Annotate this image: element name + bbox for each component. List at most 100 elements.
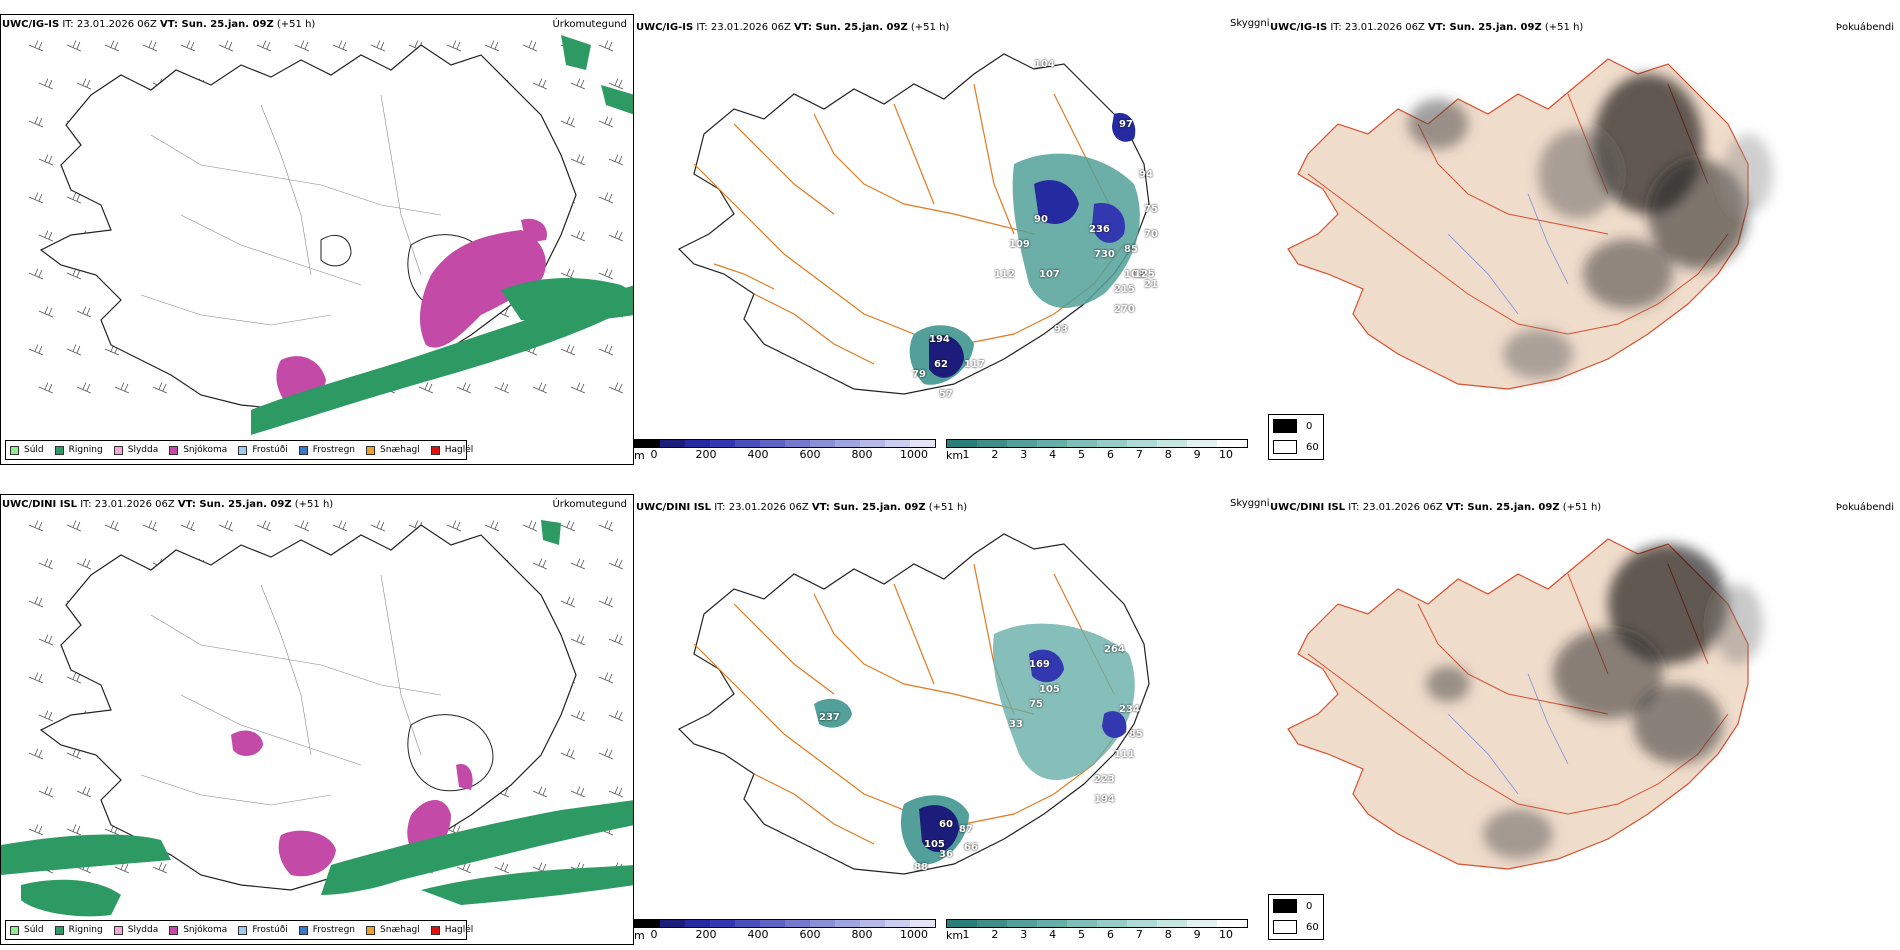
wind-barb (598, 672, 614, 684)
wind-barb (142, 40, 158, 52)
fog-legend-label: 60 (1306, 441, 1319, 453)
wind-barb (560, 748, 576, 760)
visibility-value-label: 21 (1144, 279, 1158, 290)
wind-barb (494, 382, 510, 394)
colorbar-segment (910, 440, 935, 447)
colorbar-km-unit: km (946, 449, 964, 462)
rivers (1447, 193, 1569, 315)
colorbar-segment (860, 920, 885, 927)
colorbar-segment (860, 440, 885, 447)
legend-item: Frostúði (238, 925, 288, 935)
visibility-value-label: 264 (1104, 644, 1125, 655)
snow-area (278, 830, 336, 877)
precip-type-panel-row1: UWC/IG-IS IT: 23.01.2026 06Z VT: Sun. 25… (0, 14, 634, 465)
init-time: IT: 23.01.2026 06Z (711, 502, 812, 513)
fog-legend-swatch (1273, 899, 1297, 913)
wind-barb (218, 520, 234, 532)
init-time: IT: 23.01.2026 06Z (59, 19, 161, 30)
visibility-value-label: 75 (1144, 204, 1158, 215)
wind-barb (494, 862, 510, 874)
colorbar-segment (735, 920, 760, 927)
colorbar-segment (977, 440, 1007, 447)
colorbar-segment (785, 920, 810, 927)
wind-barb (570, 154, 586, 166)
visibility-value-label: 70 (1144, 229, 1158, 240)
panel-header: UWC/DINI ISL IT: 23.01.2026 06Z VT: Sun.… (1270, 502, 1601, 513)
wind-barb (456, 382, 472, 394)
legend-swatch (10, 925, 19, 935)
glacier-outline (320, 235, 352, 267)
wind-barb (570, 710, 586, 722)
visibility-value-label: 108 (1124, 269, 1145, 280)
panel-header: UWC/IG-IS IT: 23.01.2026 06Z VT: Sun. 25… (636, 22, 949, 33)
wind-barb (446, 520, 462, 532)
wind-barb (570, 78, 586, 90)
wind-barb (76, 786, 92, 798)
wind-barb (570, 382, 586, 394)
low-visibility-blue (1112, 113, 1136, 142)
wind-barb (28, 192, 44, 204)
colorbar-tick-label: 9 (1193, 928, 1201, 941)
wind-barb (608, 786, 624, 798)
visibility-panel-row1: UWC/IG-IS IT: 23.01.2026 06Z VT: Sun. 25… (634, 14, 1270, 465)
visibility-value-label: 125 (1134, 269, 1155, 280)
colorbar-segment (1187, 440, 1217, 447)
visibility-value-label: 194 (929, 334, 950, 345)
snow-area (456, 764, 473, 790)
visibility-value-label: 109 (1009, 239, 1030, 250)
rain-area (501, 278, 633, 323)
colorbar-segment (835, 920, 860, 927)
wind-barb (38, 382, 54, 394)
colorbar-segment (1067, 440, 1097, 447)
visibility-value-label: 111 (1114, 749, 1135, 760)
wind-barb (608, 710, 624, 722)
low-visibility-blue (929, 335, 964, 378)
legend-swatch (54, 445, 64, 455)
wind-barb (66, 344, 82, 356)
wind-barb (294, 520, 310, 532)
snow-area (419, 230, 546, 348)
fog-legend-label: 0 (1306, 900, 1313, 912)
legend-swatch (238, 925, 248, 935)
valid-time: VT: Sun. 25.jan. 09Z (811, 502, 926, 513)
legend-item: Frostúði (238, 445, 288, 455)
visibility-value-label: 60 (939, 819, 953, 830)
wind-barb (152, 382, 168, 394)
visibility-value-label: 57 (939, 389, 953, 400)
colorbar-km-bar (946, 439, 1248, 448)
colorbar-segment (735, 440, 760, 447)
wind-barb (104, 520, 120, 532)
wind-barb (598, 192, 614, 204)
iceland-precip-map (28, 35, 633, 435)
road-network (693, 83, 1125, 365)
colorbar-segment (947, 920, 977, 927)
iceland-coastline (39, 524, 577, 891)
visibility-value-label: 237 (819, 712, 840, 723)
colorbar-segment (885, 440, 910, 447)
rivers (1447, 673, 1569, 795)
low-visibility-blue (1029, 649, 1064, 683)
rain-area (561, 35, 591, 70)
colorbar-segment (660, 440, 685, 447)
fog-legend-swatch (1273, 419, 1297, 433)
visibility-value-label: 104 (1034, 59, 1055, 70)
legend-label: Frostúði (252, 445, 288, 455)
wind-barb (598, 596, 614, 608)
colorbar-segment (1157, 920, 1187, 927)
colorbar-tick-label: 7 (1135, 448, 1143, 461)
legend-item: Súld (10, 925, 44, 935)
colorbar-segment (1007, 920, 1037, 927)
colorbar-tick-label: 400 (747, 448, 769, 461)
colorbar-tick-label: 5 (1078, 448, 1086, 461)
colorbar-segment (1037, 920, 1067, 927)
rain-area (421, 865, 633, 905)
rain-area (1, 834, 171, 875)
colorbar-tick-label: 10 (1219, 928, 1233, 941)
lead-time: (+51 h) (1559, 502, 1602, 513)
visibility-value-label: 117 (964, 359, 985, 370)
colorbar-tick-label: 2 (991, 928, 999, 941)
colorbar-tick-label: 6 (1106, 448, 1114, 461)
model-name: UWC/IG-IS (2, 19, 60, 30)
visibility-value-label: 112 (994, 269, 1015, 280)
colorbar-tick-label: 4 (1049, 448, 1057, 461)
